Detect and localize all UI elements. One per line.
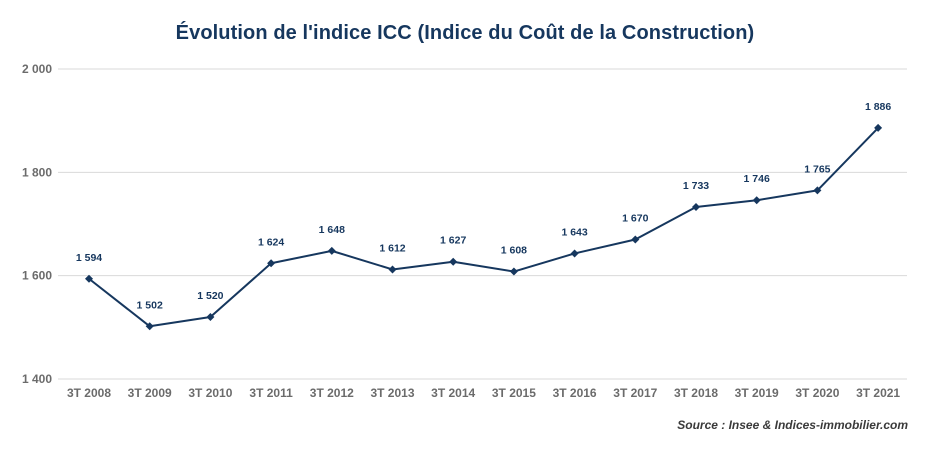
x-tick-label: 3T 2009 bbox=[128, 386, 172, 400]
data-point bbox=[267, 259, 276, 268]
y-tick-label: 1 800 bbox=[22, 165, 52, 179]
data-label: 1 643 bbox=[561, 226, 587, 238]
data-label: 1 594 bbox=[76, 252, 102, 264]
data-point bbox=[813, 186, 822, 195]
data-label: 1 608 bbox=[501, 245, 527, 257]
x-tick-label: 3T 2011 bbox=[249, 386, 293, 400]
y-tick-label: 1 400 bbox=[22, 372, 52, 386]
data-label: 1 520 bbox=[197, 290, 223, 302]
data-label: 1 624 bbox=[258, 236, 284, 248]
data-label: 1 627 bbox=[440, 235, 466, 247]
data-point bbox=[145, 322, 154, 331]
data-point bbox=[692, 202, 700, 211]
x-tick-label: 3T 2012 bbox=[310, 386, 354, 400]
x-tick-label: 3T 2010 bbox=[188, 386, 232, 400]
data-label: 1 648 bbox=[319, 224, 345, 236]
x-tick-label: 3T 2014 bbox=[431, 386, 475, 400]
x-tick-label: 3T 2021 bbox=[856, 386, 900, 400]
data-point bbox=[509, 267, 518, 276]
data-point bbox=[85, 274, 93, 283]
data-point bbox=[570, 249, 579, 258]
data-point bbox=[206, 313, 215, 321]
data-point bbox=[752, 196, 761, 205]
series-line bbox=[88, 127, 879, 328]
x-tick-label: 3T 2019 bbox=[735, 386, 779, 400]
source-note: Source : Insee & Indices-immobilier.com bbox=[677, 418, 908, 432]
x-tick-label: 3T 2013 bbox=[370, 386, 414, 400]
x-tick-label: 3T 2017 bbox=[613, 386, 657, 400]
data-point bbox=[874, 123, 883, 132]
y-tick-label: 2 000 bbox=[22, 62, 52, 76]
data-label: 1 502 bbox=[137, 299, 163, 311]
x-tick-label: 3T 2020 bbox=[795, 386, 839, 400]
data-label: 1 746 bbox=[744, 173, 770, 185]
data-point bbox=[631, 235, 640, 244]
data-point bbox=[388, 265, 397, 274]
data-point bbox=[327, 246, 336, 255]
x-tick-label: 3T 2008 bbox=[67, 386, 111, 400]
data-label: 1 765 bbox=[804, 163, 830, 175]
data-label: 1 612 bbox=[379, 242, 405, 254]
y-tick-label: 1 600 bbox=[22, 269, 52, 283]
chart-title: Évolution de l'indice ICC (Indice du Coû… bbox=[175, 22, 755, 44]
x-tick-label: 3T 2015 bbox=[492, 386, 536, 400]
data-point bbox=[449, 257, 458, 266]
data-label: 1 733 bbox=[683, 180, 709, 192]
x-tick-label: 3T 2018 bbox=[674, 386, 718, 400]
data-label: 1 886 bbox=[865, 101, 891, 113]
x-tick-label: 3T 2016 bbox=[553, 386, 597, 400]
data-label: 1 670 bbox=[622, 213, 648, 225]
